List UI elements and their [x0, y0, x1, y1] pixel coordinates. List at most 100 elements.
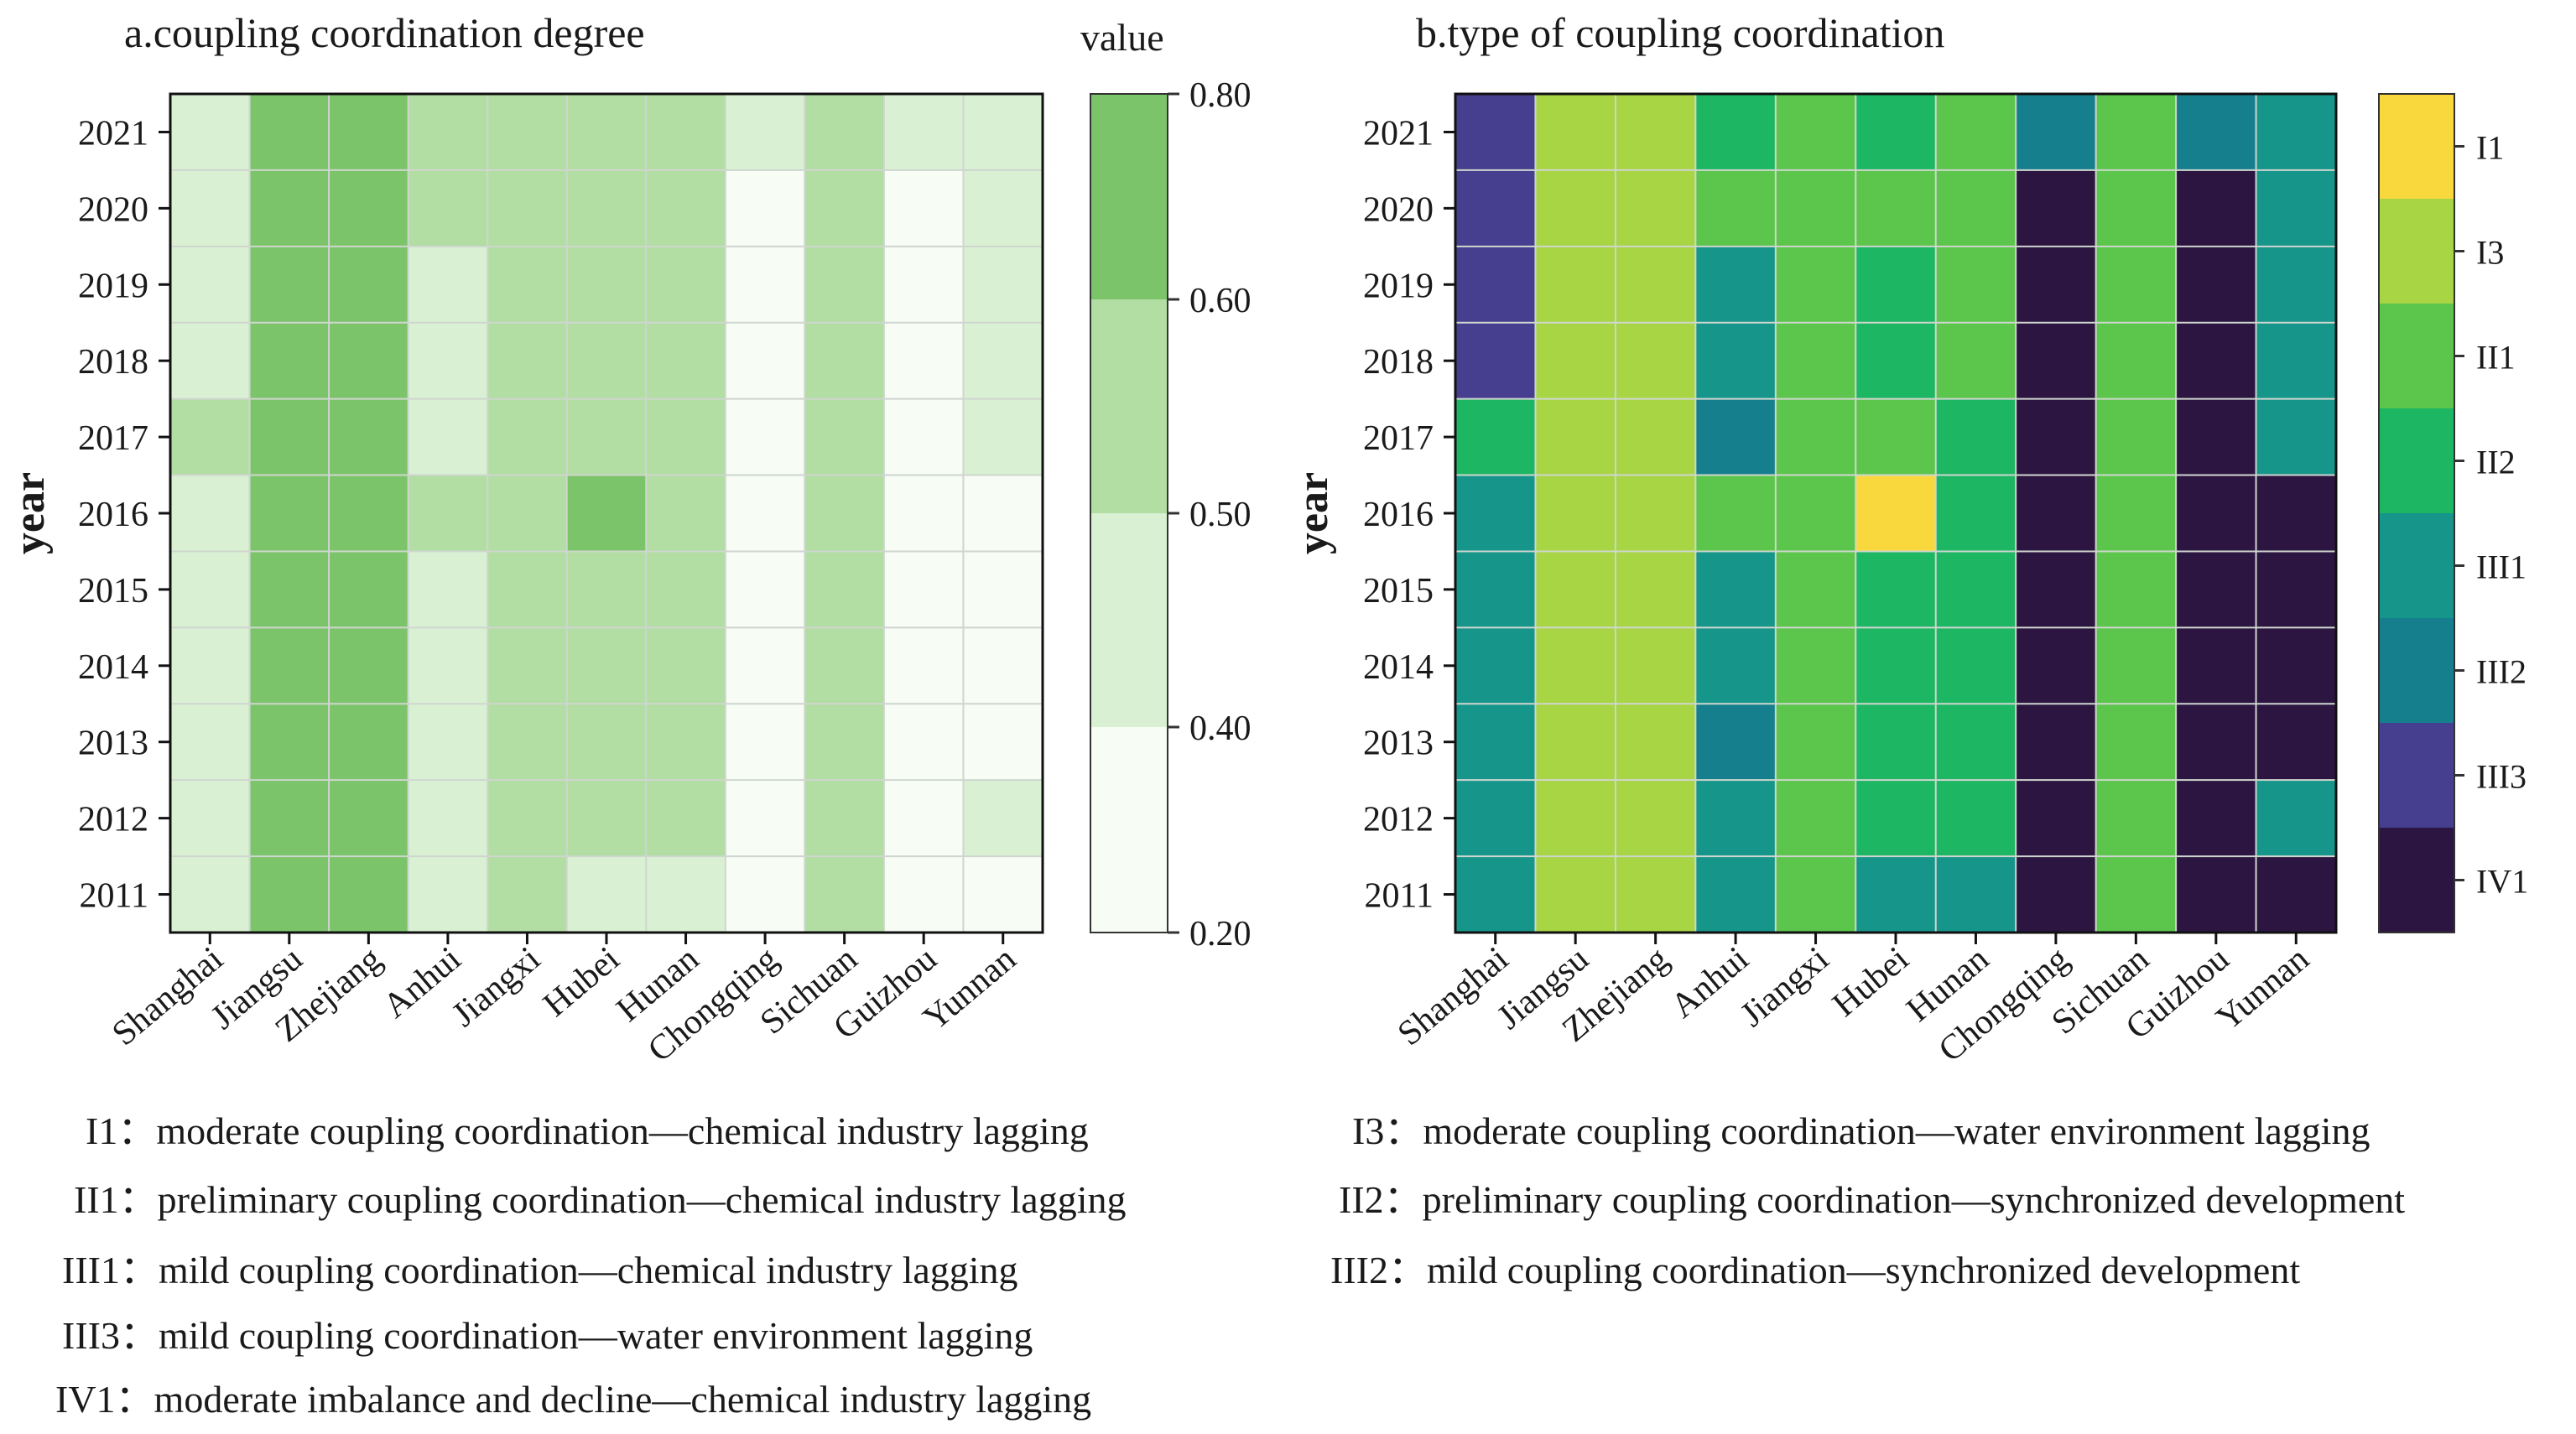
- cell-sichuan-2017: [2095, 398, 2177, 476]
- y-tick-label-2013: 2013: [1363, 725, 1434, 763]
- cell-sichuan-2011: [804, 856, 885, 933]
- cell-shanghai-2018: [1455, 322, 1536, 400]
- cell-sichuan-2016: [804, 475, 885, 552]
- colorbar-frame: [2378, 93, 2455, 933]
- x-tick-label-hubei: Hubei: [536, 939, 627, 1024]
- cell-jiangxi-2011: [487, 856, 568, 933]
- cell-chongqing-2021: [725, 94, 805, 171]
- cell-hubei-2017: [566, 398, 647, 476]
- y-tick-label-2016: 2016: [1363, 496, 1434, 534]
- colorbar-label-ii1: II1: [2476, 339, 2516, 377]
- cell-yunnan-2021: [2256, 94, 2337, 171]
- cell-hubei-2019: [566, 246, 647, 324]
- y-tick-label-2014: 2014: [1363, 648, 1434, 687]
- cell-jiangxi-2019: [1775, 246, 1856, 324]
- cell-hunan-2021: [1935, 94, 2017, 171]
- cell-anhui-2017: [408, 398, 488, 476]
- colorbar-tick-label: 0.50: [1189, 496, 1252, 534]
- cell-zhejiang-2019: [329, 246, 409, 324]
- cell-hunan-2019: [1935, 246, 2017, 324]
- cell-hunan-2014: [1935, 627, 2017, 704]
- panel-b-title: b.type of coupling coordination: [1416, 9, 1944, 56]
- cell-chongqing-2016: [2016, 475, 2097, 552]
- panel-a-y-axis-label: year: [6, 472, 54, 554]
- cell-yunnan-2015: [2256, 551, 2337, 628]
- y-tick-label-2013: 2013: [78, 725, 148, 763]
- cell-zhejiang-2012: [329, 780, 409, 857]
- cell-anhui-2011: [408, 856, 488, 933]
- cell-zhejiang-2016: [1615, 475, 1696, 552]
- cell-yunnan-2019: [963, 246, 1043, 324]
- cell-shanghai-2011: [1455, 856, 1536, 933]
- cell-hubei-2018: [1855, 322, 1937, 400]
- cell-chongqing-2019: [2016, 246, 2097, 324]
- cell-guizhou-2011: [2176, 856, 2257, 933]
- cell-sichuan-2014: [2095, 627, 2177, 704]
- cell-chongqing-2013: [2016, 704, 2097, 781]
- cell-jiangsu-2011: [249, 856, 330, 933]
- cell-sichuan-2015: [804, 551, 885, 628]
- cell-shanghai-2016: [170, 475, 251, 552]
- panel-a-y-ticks: 2021 2020 2019 2018 2017 2016 2015 2014 2013 2012…: [78, 114, 170, 916]
- colorbar-label-i1: I1: [2476, 129, 2504, 167]
- cell-hunan-2013: [646, 704, 726, 781]
- cell-anhui-2020: [1695, 169, 1777, 247]
- cell-guizhou-2019: [883, 246, 964, 324]
- cell-chongqing-2016: [725, 475, 805, 552]
- cell-chongqing-2018: [2016, 322, 2097, 400]
- cell-jiangxi-2021: [1775, 94, 1856, 171]
- cell-guizhou-2016: [883, 475, 964, 552]
- panel-b-colorbar: I1 I3 II1 II2 III1 III2 III3 IV1: [2378, 93, 2528, 933]
- cell-anhui-2016: [408, 475, 488, 552]
- colorbar-tick-label: 0.80: [1189, 76, 1252, 115]
- cell-yunnan-2011: [963, 856, 1043, 933]
- cell-guizhou-2017: [883, 398, 964, 476]
- cell-sichuan-2016: [2095, 475, 2177, 552]
- cell-sichuan-2012: [2095, 780, 2177, 857]
- cell-yunnan-2020: [2256, 169, 2337, 247]
- cell-yunnan-2015: [963, 551, 1043, 628]
- cell-hubei-2016: [566, 475, 647, 552]
- cell-jiangsu-2018: [249, 322, 330, 400]
- cell-shanghai-2013: [1455, 704, 1536, 781]
- cell-yunnan-2019: [2256, 246, 2337, 324]
- x-tick-label-hubei: Hubei: [1825, 939, 1916, 1024]
- cell-chongqing-2011: [725, 856, 805, 933]
- cell-hunan-2015: [646, 551, 726, 628]
- cell-zhejiang-2012: [1615, 780, 1696, 857]
- cell-sichuan-2018: [2095, 322, 2177, 400]
- cell-sichuan-2012: [804, 780, 885, 857]
- cell-jiangxi-2017: [1775, 398, 1856, 476]
- cell-hubei-2020: [566, 169, 647, 247]
- cell-zhejiang-2013: [1615, 704, 1696, 781]
- cell-yunnan-2013: [963, 704, 1043, 781]
- cell-jiangxi-2014: [487, 627, 568, 704]
- y-tick-label-2015: 2015: [78, 572, 148, 610]
- colorbar-label-i3: I3: [2476, 234, 2504, 272]
- cell-jiangsu-2015: [249, 551, 330, 628]
- cell-jiangsu-2017: [1535, 398, 1616, 476]
- cell-hubei-2019: [1855, 246, 1937, 324]
- cell-guizhou-2013: [2176, 704, 2257, 781]
- cell-zhejiang-2017: [329, 398, 409, 476]
- cell-hubei-2015: [1855, 551, 1937, 628]
- cell-yunnan-2017: [2256, 398, 2337, 476]
- cell-jiangsu-2013: [249, 704, 330, 781]
- y-tick-label-2019: 2019: [78, 267, 148, 305]
- x-tick-label-jiangxi: Jiangxi: [1733, 939, 1836, 1034]
- cell-hunan-2018: [646, 322, 726, 400]
- cell-guizhou-2014: [883, 627, 964, 704]
- cell-chongqing-2018: [725, 322, 805, 400]
- cell-guizhou-2018: [2176, 322, 2257, 400]
- cell-shanghai-2015: [1455, 551, 1536, 628]
- cell-sichuan-2019: [2095, 246, 2177, 324]
- cell-hunan-2017: [1935, 398, 2017, 476]
- cell-jiangsu-2020: [249, 169, 330, 247]
- cell-hubei-2011: [566, 856, 647, 933]
- cell-guizhou-2016: [2176, 475, 2257, 552]
- y-tick-label-2011: 2011: [80, 877, 148, 916]
- cell-yunnan-2018: [2256, 322, 2337, 400]
- cell-zhejiang-2015: [1615, 551, 1696, 628]
- cell-chongqing-2019: [725, 246, 805, 324]
